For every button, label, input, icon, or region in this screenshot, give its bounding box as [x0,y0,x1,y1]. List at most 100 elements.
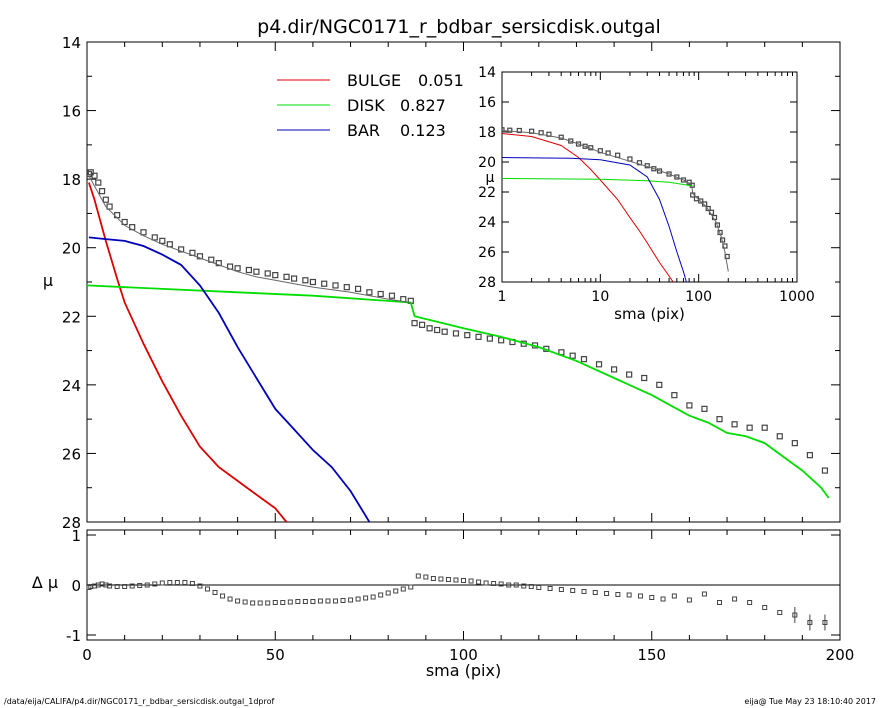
main-y-tick-label: 20 [62,240,81,258]
data-point [95,179,102,186]
residual-point [174,580,180,585]
residual-point [822,620,828,625]
residual-point [340,598,346,603]
data-point [411,320,418,327]
inset-plot-frame [501,71,798,283]
residual-point [385,590,391,596]
footer-left: /data/eija/CALIFA/p4.dir/NGC0171_r_bdbar… [4,697,274,706]
data-point [114,212,121,219]
inset-data-point [651,166,657,172]
residual-point [747,600,753,605]
residual-point [660,596,666,602]
inset-y-tick-label: 24 [478,215,496,231]
main-y-tick-label: 24 [62,377,81,395]
residual-point [144,582,150,588]
data-point [178,246,185,253]
residual-point [310,599,316,604]
inset-y-tick-label: 26 [478,245,496,261]
residual-point [686,597,692,603]
residual-point [615,592,621,597]
data-point [388,292,396,299]
data-point [302,277,309,284]
data-point [290,275,298,282]
residual-point [280,600,286,605]
residual-point [317,598,323,604]
data-point [486,335,493,342]
residual-y-axis-label: Δ μ [32,573,58,592]
data-point [761,424,768,431]
residual-point [461,578,466,583]
inset-plot: 14 16 18 20 22 24 26 281 10 100 1000 sma (pix) μ [478,65,815,323]
residual-y-tick-label: 1 [71,527,81,545]
residual-point [558,587,564,592]
data-point [106,203,113,210]
inset-data-point [722,243,728,249]
residual-point [483,580,489,586]
residual-point [732,596,738,602]
data-point [610,366,618,373]
data-point [91,172,98,179]
legend-label-bulge: BULGE [347,71,401,90]
legend-label-disk: DISK [347,96,385,115]
residual-y-tick-label: 0 [71,577,81,595]
data-point [441,328,448,335]
data-point [87,169,94,176]
residual-point [189,581,195,586]
residual-point [137,583,143,588]
data-point [159,237,166,244]
inset-series-line-disk [502,178,693,187]
residual-x-tick-label: 50 [266,646,285,664]
main-plot: 14 16 18 20 22 24 26 28 μ [43,34,841,532]
residual-point [570,588,576,593]
inset-data-point [575,141,582,147]
residual-point [302,599,308,604]
residual-point [204,586,210,592]
inset-series-line-bar [502,157,687,282]
inset-data-point [582,143,588,149]
residual-point [182,580,188,585]
residual-point [332,598,338,604]
inset-data-point [698,198,704,204]
residual-x-tick-label: 100 [449,646,478,664]
inset-x-tick-label: 10 [591,289,609,305]
residual-point [272,600,278,605]
main-y-tick-label: 28 [62,514,81,532]
data-point [580,356,588,363]
residual-point [378,592,384,598]
residual-point [521,583,527,589]
inset-series-line-total [502,130,729,272]
data-point [272,272,279,279]
data-point [366,289,373,296]
data-point [656,381,663,388]
data-point [418,321,426,328]
data-point [283,273,290,280]
residual-point [355,596,361,602]
residual-point [626,592,632,598]
residual-point [528,584,534,589]
data-point [354,285,362,292]
residual-point [592,590,598,595]
data-point [196,253,204,260]
residual-point [513,582,519,588]
inset-series-line-bulge [502,133,674,282]
residual-point [536,585,542,590]
residual-point [197,583,203,589]
legend-value-bar: 0.123 [400,121,446,140]
residual-point [547,586,553,591]
main-y-tick-label: 18 [62,171,81,189]
data-point [464,332,471,339]
main-data-markers [87,169,829,474]
inset-data-point [680,177,687,183]
residual-point [491,581,497,586]
legend-value-bulge: 0.051 [418,71,464,90]
residual-point [363,595,369,601]
residual-point [408,584,414,590]
residual-point [393,588,399,594]
residual-point [152,581,158,587]
residual-point [107,583,113,589]
residual-point [604,591,610,596]
data-point [806,452,813,459]
residual-point [325,598,331,604]
data-point [791,440,798,447]
